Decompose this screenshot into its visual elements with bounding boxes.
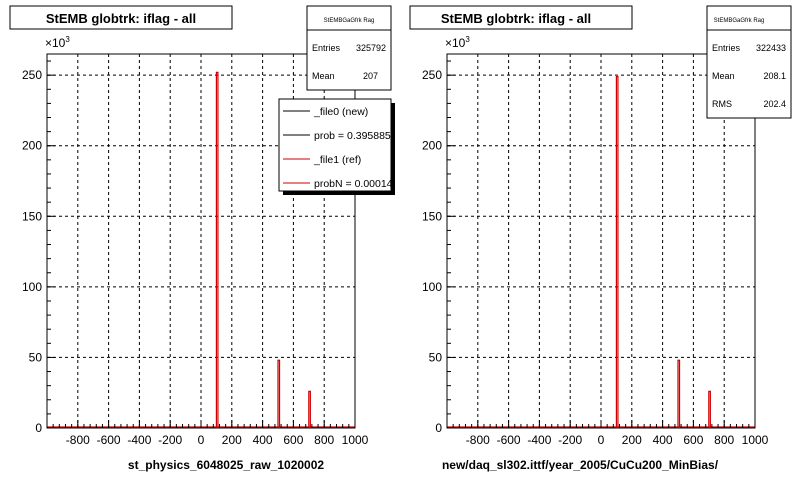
x-tick-label: -600 (497, 433, 521, 447)
y-tick-label: 250 (422, 68, 442, 82)
histogram-bar (677, 359, 681, 428)
left-stats-entries-value: 325792 (356, 43, 386, 53)
right-stats-name: StEMBGaGfrk Rag (714, 18, 765, 24)
y-tick-label: 100 (422, 280, 442, 294)
x-tick-label: -600 (97, 433, 121, 447)
left-title-box (9, 5, 233, 30)
right-stats-box (706, 5, 792, 119)
x-tick-label: -400 (527, 433, 551, 447)
histogram-bar (215, 71, 219, 428)
legend-entry-label: _file1 (ref) (313, 154, 361, 166)
legend-entry-label: probN = 0.00014 (314, 178, 393, 190)
right-stats-rms-label: RMS (712, 99, 732, 109)
left-stats-mean-value: 207 (363, 71, 378, 81)
x-tick-label: 800 (314, 433, 334, 447)
right-y-multiplier: ×103 (445, 35, 470, 50)
x-tick-label: 0 (198, 433, 205, 447)
right-stats-entries-label: Entries (712, 43, 741, 53)
x-tick-label: -800 (66, 433, 90, 447)
right-x-ticks: -800 -600 -400 -200 0 200 400 600 800 1000 (446, 420, 769, 447)
x-tick-label: 400 (653, 433, 673, 447)
x-tick-label: 400 (253, 433, 273, 447)
histogram-bar (277, 359, 281, 428)
y-tick-label: 0 (435, 421, 442, 435)
left-stats-entries-label: Entries (312, 43, 341, 53)
right-stats-entries-value: 322433 (756, 43, 786, 53)
right-chart-title: StEMB globtrk: iflag - all (441, 11, 591, 26)
left-y-ticks: 0 50 100 150 200 250 (22, 60, 55, 435)
legend-entry-label: _file0 (new) (313, 106, 368, 118)
legend-box (278, 98, 392, 192)
left-stats-name: StEMBGaGfrk Rag (324, 18, 375, 24)
histogram-bar (308, 390, 311, 428)
right-stats-mean-label: Mean (712, 71, 735, 81)
left-stats-box (306, 5, 392, 91)
x-tick-label: -800 (466, 433, 490, 447)
right-title-box (409, 5, 633, 30)
x-tick-label: 200 (622, 433, 642, 447)
histogram-bar (708, 390, 711, 428)
x-tick-label: 1000 (742, 433, 769, 447)
left-histogram-panel: StEMB globtrk: iflag - all -800 -600 -400-… (9, 5, 395, 472)
x-tick-label: 800 (714, 433, 734, 447)
x-tick-label: 1000 (342, 433, 369, 447)
right-grid (447, 54, 755, 428)
y-tick-label: 0 (35, 421, 42, 435)
left-y-multiplier: ×103 (45, 35, 70, 50)
histogram-bar (615, 75, 619, 428)
y-tick-label: 200 (422, 139, 442, 153)
x-tick-label: 200 (222, 433, 242, 447)
y-tick-label: 150 (22, 209, 42, 223)
legend: _file0 (new) prob = 0.395885 _file1 (ref) p… (283, 106, 393, 190)
left-x-axis-label: st_physics_6048025_raw_1020002 (128, 458, 324, 472)
x-tick-label: -200 (158, 433, 182, 447)
y-tick-label: 100 (22, 280, 42, 294)
right-x-axis-label: new/daq_sl302.ittf/year_2005/CuCu200_Min… (442, 458, 719, 472)
y-tick-label: 250 (22, 68, 42, 82)
x-tick-label: 0 (598, 433, 605, 447)
right-stats-mean-value: 208.1 (763, 71, 786, 81)
y-tick-label: 200 (22, 139, 42, 153)
x-tick-label: -400 (127, 433, 151, 447)
left-chart-title: StEMB globtrk: iflag - all (46, 11, 196, 26)
left-stats-mean-label: Mean (312, 71, 335, 81)
x-tick-label: 600 (283, 433, 303, 447)
y-tick-label: 50 (29, 350, 43, 364)
right-y-ticks: 0 50 100 150 200 250 (422, 60, 455, 435)
left-x-ticks: -800 -600 -400 -200 0 200 400 600 800 1000 (46, 420, 369, 447)
x-tick-label: -200 (558, 433, 582, 447)
right-stats-rms-value: 202.4 (763, 99, 786, 109)
right-histogram-panel: StEMB globtrk: iflag - all -800 -600 -400-… (409, 5, 792, 472)
y-tick-label: 150 (422, 209, 442, 223)
x-tick-label: 600 (683, 433, 703, 447)
y-tick-label: 50 (429, 350, 443, 364)
legend-entry-label: prob = 0.395885 (314, 130, 391, 142)
